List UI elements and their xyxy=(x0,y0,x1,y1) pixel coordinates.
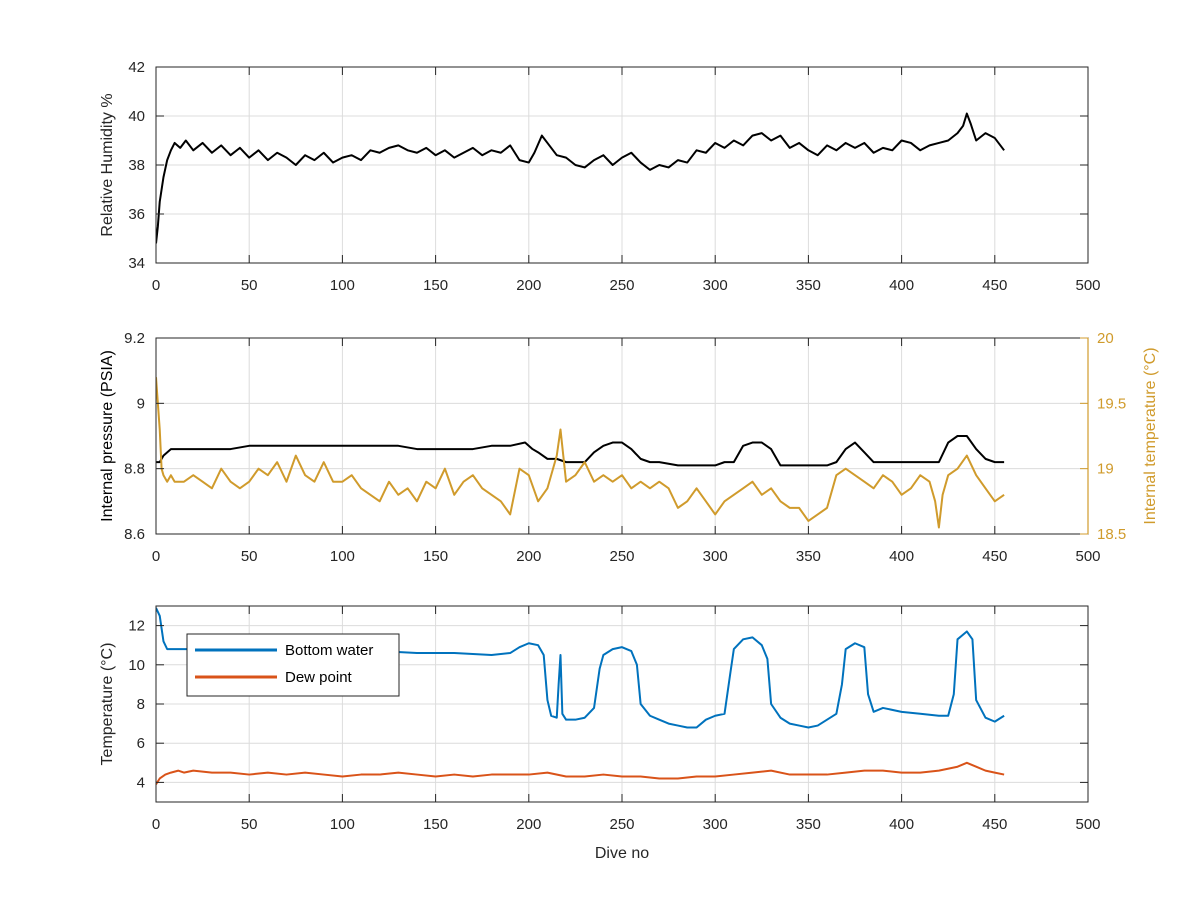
x-tick-label: 500 xyxy=(1075,548,1100,565)
x-tick-label: 250 xyxy=(609,548,634,565)
x-tick-label: 50 xyxy=(241,816,258,833)
series-line-right-axis xyxy=(156,377,1005,529)
x-tick-label: 400 xyxy=(889,548,914,565)
y-right-tick-label: 18.5 xyxy=(1097,526,1126,543)
x-tick-label: 450 xyxy=(982,548,1007,565)
x-tick-label: 150 xyxy=(423,816,448,833)
y-tick-label: 6 xyxy=(137,735,145,752)
legend-label: Bottom water xyxy=(285,642,373,659)
x-tick-label: 200 xyxy=(516,816,541,833)
y-right-axis-label: Internal temperature (°C) xyxy=(1142,347,1159,524)
y-tick-label: 9.2 xyxy=(124,330,145,347)
y-tick-label: 4 xyxy=(137,774,145,791)
humidity-panel: 0 50 100 150 200 250 300 350 400 450 500 34 36 38 40 42… xyxy=(99,59,1101,294)
y-tick-label: 9 xyxy=(137,395,145,412)
grid-lines xyxy=(156,67,1088,263)
y-axis-label: Internal pressure (PSIA) xyxy=(99,350,116,522)
x-tick-label: 0 xyxy=(152,816,160,833)
x-tick-label: 300 xyxy=(703,548,728,565)
x-tick-label: 100 xyxy=(330,548,355,565)
x-tick-label: 150 xyxy=(423,548,448,565)
y-tick-label: 8.6 xyxy=(124,526,145,543)
series-line-bottom-water xyxy=(156,607,1005,729)
x-tick-label: 200 xyxy=(516,277,541,294)
y-tick-label: 12 xyxy=(128,618,145,635)
y-axis-label: Temperature (°C) xyxy=(99,643,116,766)
x-axis-label: Dive no xyxy=(595,845,649,862)
x-tick-label: 0 xyxy=(152,277,160,294)
x-tick-label: 300 xyxy=(703,277,728,294)
pressure-panel: 0 50 100 150 200 250 300 350 400 450 500 8.6 8.8 9 9.2… xyxy=(99,330,1159,565)
x-tick-label: 500 xyxy=(1075,816,1100,833)
legend: Bottom water Dew point xyxy=(186,633,400,697)
temperature-panel: 0 50 100 150 200 250 300 350 400 450 500 4 6 8 10 12 Tem… xyxy=(99,605,1101,862)
legend-box xyxy=(186,633,400,697)
y-tick-label: 36 xyxy=(128,206,145,223)
y-tick-label: 8.8 xyxy=(124,461,145,478)
y-right-tick-label: 19 xyxy=(1097,461,1114,478)
x-tick-label: 350 xyxy=(796,277,821,294)
y-tick-label: 42 xyxy=(128,59,145,76)
y-tick-label: 8 xyxy=(137,696,145,713)
x-tick-label: 350 xyxy=(796,816,821,833)
y-tick-label: 38 xyxy=(128,157,145,174)
x-tick-label: 400 xyxy=(889,277,914,294)
x-tick-label: 400 xyxy=(889,816,914,833)
x-tick-label: 450 xyxy=(982,816,1007,833)
y-tick-label: 34 xyxy=(128,255,145,272)
series-line-left-axis xyxy=(156,435,1005,467)
grid-lines xyxy=(156,606,1088,802)
x-tick-label: 50 xyxy=(241,548,258,565)
legend-label: Dew point xyxy=(285,669,353,686)
x-tick-label: 50 xyxy=(241,277,258,294)
x-tick-label: 500 xyxy=(1075,277,1100,294)
y-right-tick-label: 20 xyxy=(1097,330,1114,347)
series-line-left-axis xyxy=(156,112,1005,244)
x-tick-label: 100 xyxy=(330,277,355,294)
x-tick-label: 100 xyxy=(330,816,355,833)
x-tick-label: 300 xyxy=(703,816,728,833)
x-tick-label: 150 xyxy=(423,277,448,294)
x-tick-label: 250 xyxy=(609,816,634,833)
y-tick-label: 40 xyxy=(128,108,145,125)
series-line-dew-point xyxy=(156,761,1005,785)
x-tick-label: 250 xyxy=(609,277,634,294)
x-tick-label: 0 xyxy=(152,548,160,565)
y-right-tick-label: 19.5 xyxy=(1097,395,1126,412)
y-axis-label: Relative Humidity % xyxy=(99,93,116,236)
x-tick-label: 450 xyxy=(982,277,1007,294)
x-tick-label: 350 xyxy=(796,548,821,565)
x-tick-label: 200 xyxy=(516,548,541,565)
grid-lines xyxy=(156,338,1088,534)
y-tick-label: 10 xyxy=(128,657,145,674)
